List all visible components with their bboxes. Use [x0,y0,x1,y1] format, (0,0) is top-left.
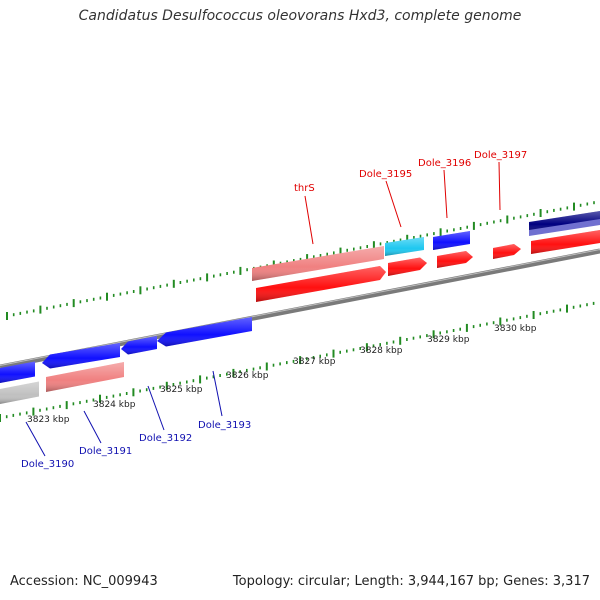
reverse-strand-genes [0,317,252,404]
label-leaders [25,161,501,457]
map-title: Candidatus Desulfococcus oleovorans Hxd3… [78,8,522,24]
gene-label-dole-3197[interactable]: Dole_3197 [474,150,527,161]
gene-labels-bottom: Dole_3190 Dole_3191 Dole_3192 Dole_3193 [21,420,251,470]
scale-label: 3830 kbp [494,324,537,334]
gene-label-dole-3196[interactable]: Dole_3196 [418,158,471,169]
scale-label: 3823 kbp [27,415,70,425]
genome-backbone-highlight [0,249,600,366]
scale-label: 3828 kbp [360,346,403,356]
scale-label: 3827 kbp [293,357,336,367]
forward-strand-genes [252,211,600,302]
lower-tick-row [0,301,595,422]
gene-lavender[interactable] [529,219,600,236]
gene-label-thrs[interactable]: thrS [294,183,315,194]
upper-tick-row [6,201,595,320]
gene-label-dole-3192[interactable]: Dole_3192 [139,433,192,444]
accession-text: Accession: NC_009943 [10,574,158,589]
scale-label: 3825 kbp [160,385,203,395]
scale-labels: 3823 kbp 3824 kbp 3825 kbp 3826 kbp 3827… [27,324,537,425]
gene-labels-top: thrS Dole_3195 Dole_3196 Dole_3197 [294,150,527,194]
genome-summary-text: Topology: circular; Length: 3,944,167 bp… [232,574,590,589]
scale-label: 3824 kbp [93,400,136,410]
scale-label: 3826 kbp [226,371,269,381]
gene-label-dole-3195[interactable]: Dole_3195 [359,169,412,180]
gene-label-dole-3193[interactable]: Dole_3193 [198,420,251,431]
gene-label-dole-3191[interactable]: Dole_3191 [79,446,132,457]
gene-label-dole-3190[interactable]: Dole_3190 [21,459,74,470]
scale-label: 3829 kbp [427,335,470,345]
